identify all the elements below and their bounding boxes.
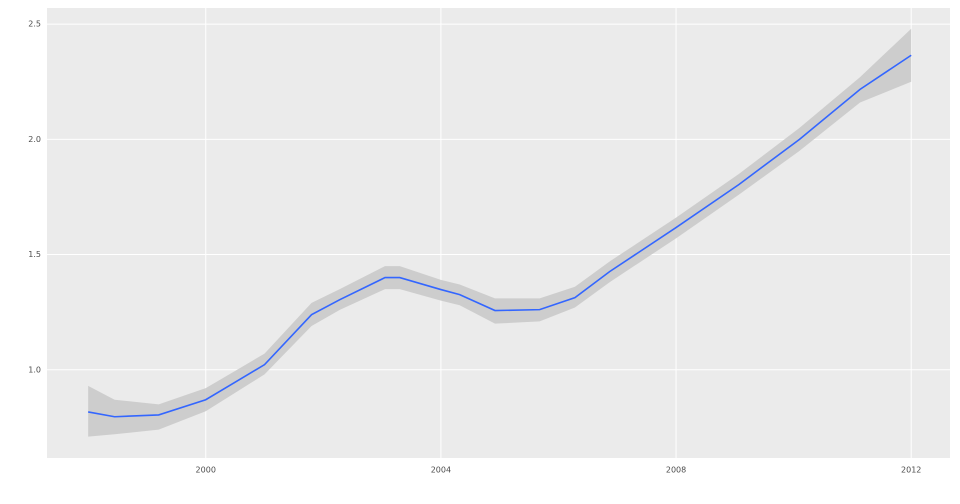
x-tick-label: 2008 <box>666 466 686 475</box>
line <box>88 54 912 418</box>
y-tick-label: 2.0 <box>28 135 41 144</box>
y-tick-label: 1.0 <box>28 365 41 374</box>
y-tick-label: 2.5 <box>28 20 41 29</box>
x-tick-label: 2012 <box>901 466 921 475</box>
plot-panel <box>47 8 950 458</box>
x-tick-label: 2000 <box>196 466 216 475</box>
x-tick-label: 2004 <box>431 466 451 475</box>
confidence-band <box>88 28 912 437</box>
y-tick-label: 1.5 <box>28 250 41 259</box>
